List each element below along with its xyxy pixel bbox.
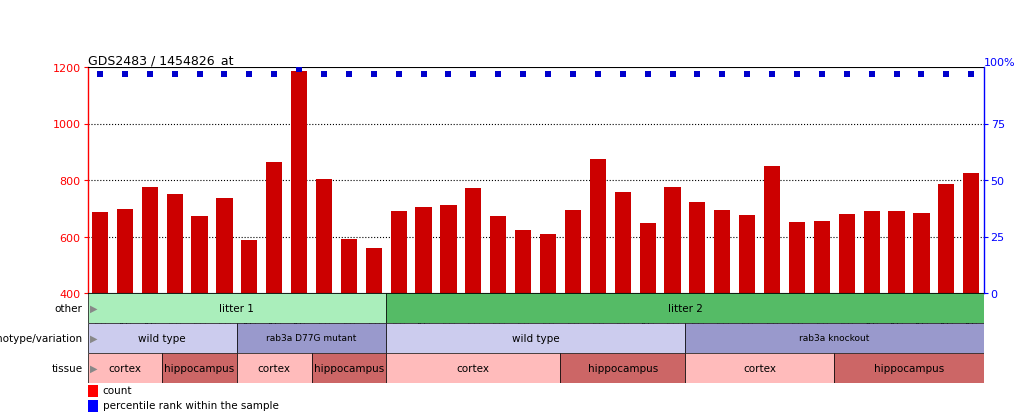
Bar: [88, 399, 98, 411]
Text: hippocampus: hippocampus: [165, 363, 235, 373]
Bar: [515, 230, 531, 293]
Bar: [316, 179, 332, 293]
Bar: [789, 223, 805, 293]
Text: cortex: cortex: [108, 363, 141, 373]
Bar: [386, 293, 984, 323]
Bar: [88, 323, 237, 353]
Bar: [390, 211, 407, 293]
Text: ▶: ▶: [90, 303, 97, 313]
Bar: [92, 213, 108, 293]
Text: 100%: 100%: [984, 58, 1016, 68]
Text: count: count: [103, 386, 132, 396]
Text: cortex: cortex: [743, 363, 777, 373]
Text: GDS2483 / 1454826_at: GDS2483 / 1454826_at: [88, 54, 233, 66]
Bar: [490, 217, 507, 293]
Bar: [415, 208, 432, 293]
Bar: [889, 211, 904, 293]
Bar: [466, 189, 481, 293]
Bar: [88, 293, 386, 323]
Bar: [366, 248, 382, 293]
Bar: [311, 353, 386, 383]
Text: cortex: cortex: [457, 363, 490, 373]
Text: tissue: tissue: [52, 363, 82, 373]
Text: hippocampus: hippocampus: [587, 363, 658, 373]
Text: litter 2: litter 2: [667, 303, 702, 313]
Bar: [560, 353, 685, 383]
Bar: [685, 353, 834, 383]
Bar: [241, 240, 258, 293]
Bar: [834, 353, 984, 383]
Bar: [163, 353, 237, 383]
Bar: [88, 353, 163, 383]
Bar: [441, 206, 456, 293]
Text: cortex: cortex: [258, 363, 290, 373]
Text: ▶: ▶: [90, 363, 97, 373]
Text: rab3a D77G mutant: rab3a D77G mutant: [267, 334, 356, 343]
Text: litter 1: litter 1: [219, 303, 254, 313]
Bar: [764, 167, 780, 293]
Bar: [167, 194, 182, 293]
Bar: [192, 217, 208, 293]
Text: hippocampus: hippocampus: [314, 363, 384, 373]
Bar: [540, 234, 556, 293]
Text: percentile rank within the sample: percentile rank within the sample: [103, 401, 279, 411]
Bar: [914, 214, 929, 293]
Bar: [237, 353, 311, 383]
Bar: [863, 211, 880, 293]
Bar: [216, 199, 233, 293]
Bar: [386, 323, 685, 353]
Bar: [938, 184, 955, 293]
Bar: [963, 173, 980, 293]
Bar: [237, 323, 386, 353]
Text: rab3a knockout: rab3a knockout: [799, 334, 869, 343]
Bar: [664, 188, 681, 293]
Bar: [685, 323, 984, 353]
Bar: [341, 240, 357, 293]
Bar: [714, 211, 730, 293]
Bar: [740, 216, 755, 293]
Text: other: other: [55, 303, 82, 313]
Bar: [590, 159, 606, 293]
Bar: [838, 214, 855, 293]
Text: ▶: ▶: [90, 333, 97, 343]
Text: wild type: wild type: [512, 333, 559, 343]
Bar: [564, 211, 581, 293]
Bar: [640, 223, 656, 293]
Bar: [266, 163, 282, 293]
Text: hippocampus: hippocampus: [873, 363, 945, 373]
Bar: [386, 353, 560, 383]
Text: wild type: wild type: [138, 333, 186, 343]
Bar: [689, 202, 706, 293]
Text: genotype/variation: genotype/variation: [0, 333, 82, 343]
Bar: [291, 72, 307, 293]
Bar: [814, 221, 830, 293]
Bar: [88, 385, 98, 396]
Bar: [615, 192, 630, 293]
Bar: [142, 188, 158, 293]
Bar: [116, 209, 133, 293]
